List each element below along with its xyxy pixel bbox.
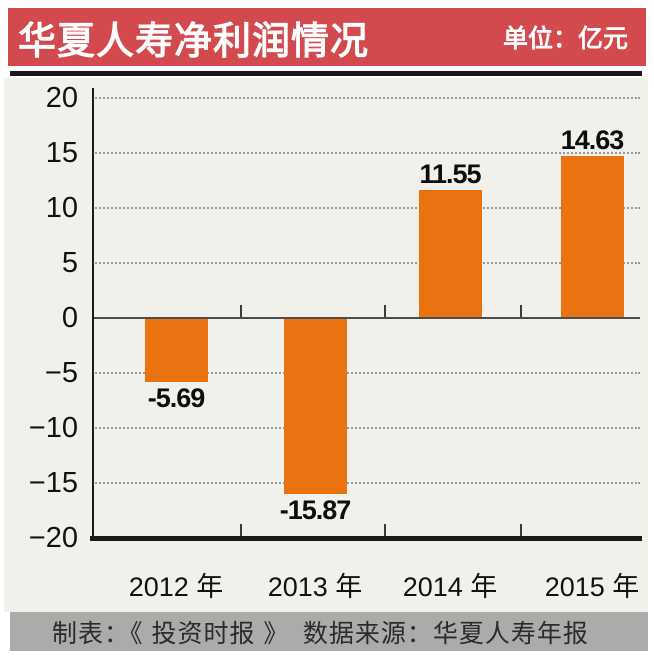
bar-value-2015: 14.63 [560,125,625,155]
bar-2013 [283,319,347,494]
x-axis-tick-2 [520,524,522,536]
x-label-2015: 2015 年 [544,572,640,602]
gridline-10 [92,207,640,209]
x-label-2013: 2013 年 [267,572,363,602]
header-divider [10,71,642,76]
y-tick-15: 15 [45,137,78,169]
bar-value-2014: 11.55 [419,159,481,189]
y-tick-5: 5 [61,247,78,279]
page-title: 华夏人寿净利润情况 [18,20,370,63]
footer-bar: 制表：《 投资时报 》 数据来源：华夏人寿年报 [10,612,648,651]
y-tick-neg5: −5 [44,357,78,389]
gridline-15 [92,152,640,154]
zero-line-tick-2 [520,305,522,317]
zero-line [92,317,640,319]
unit-label: 单位：亿元 [502,25,628,53]
zero-line-tick-0 [240,305,242,317]
x-label-2014: 2014 年 [402,572,498,602]
bar-2015 [560,156,624,317]
bar-2014 [418,190,482,317]
bar-value-2012: -5.69 [147,383,206,413]
y-tick-0: 0 [61,302,78,334]
header-banner: 华夏人寿净利润情况 单位：亿元 [8,8,646,66]
gridline--15 [92,482,640,484]
gridline--10 [92,427,640,429]
y-tick-neg15: −15 [28,467,78,499]
y-tick-neg10: −10 [28,412,78,444]
x-axis-tick-0 [240,524,242,536]
y-tick-20: 20 [45,82,78,114]
gridline--5 [92,372,640,374]
gridline-20 [92,97,640,99]
y-tick-neg20: −20 [28,522,78,554]
y-tick-10: 10 [45,192,78,224]
footer-text: 制表：《 投资时报 》 数据来源：华夏人寿年报 [52,619,589,648]
y-axis-line [92,88,94,540]
bar-value-2013: -15.87 [279,495,352,525]
x-label-2012: 2012 年 [128,572,224,602]
x-axis-tick-1 [384,524,386,536]
x-axis-line [90,536,642,541]
zero-line-tick-1 [384,305,386,317]
bar-2012 [144,319,208,382]
gridline-5 [92,262,640,264]
